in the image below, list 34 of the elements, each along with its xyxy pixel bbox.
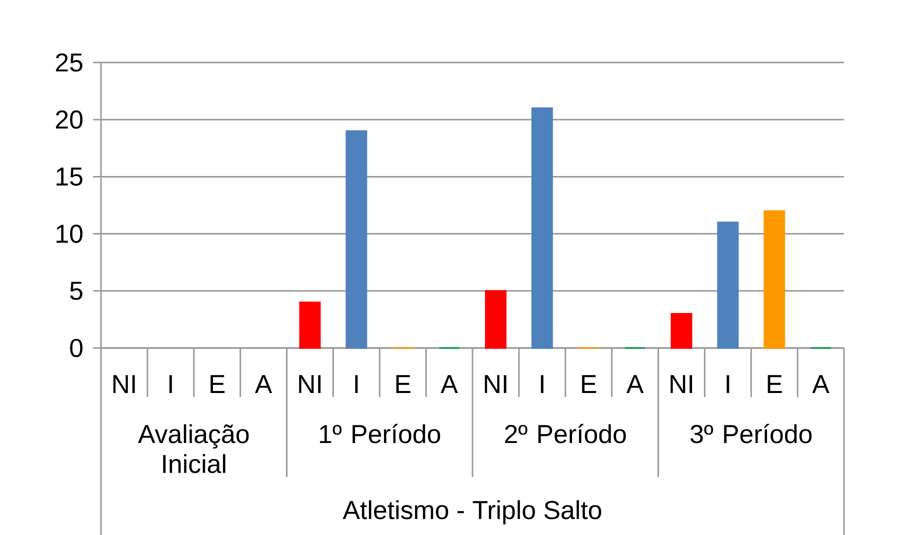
text: 2º Período [505, 424, 626, 444]
x-tick-label: E [582, 375, 596, 393]
y-tick-label: 10 [56, 224, 82, 243]
bar [484, 290, 506, 349]
y-tick-label: 15 [56, 168, 82, 186]
x-tick-label: I [355, 375, 358, 393]
x-axis-title: Atletismo - Triplo Salto [342, 500, 602, 524]
y-tick-label: 25 [56, 53, 82, 72]
text: 3º Período [690, 424, 812, 444]
bar [346, 130, 368, 349]
bar [299, 302, 321, 349]
x-tick-label: NI [670, 375, 692, 393]
text: Avaliação Inicial [138, 424, 249, 474]
x-tick-label: E [768, 375, 782, 393]
x-tick-label: E [396, 375, 410, 393]
x-tick-label: I [726, 375, 730, 393]
x-tick-label: A [440, 375, 458, 393]
x-tick-label: E [210, 375, 225, 393]
y-tick-label: 20 [56, 110, 82, 129]
x-tick-label: I [169, 375, 172, 393]
bar [717, 222, 739, 349]
x-tick-label: A [626, 375, 644, 393]
bar [670, 312, 692, 349]
x-tick-label: I [540, 375, 544, 393]
bar [531, 107, 553, 349]
x-tick-label: NI [113, 375, 135, 393]
text: 1º Período [320, 424, 440, 444]
bar [764, 210, 786, 349]
x-tick-label: A [254, 375, 272, 393]
y-tick-label: 0 [70, 338, 82, 358]
x-tick-label: A [812, 375, 830, 393]
x-tick-label: NI [484, 375, 506, 393]
x-tick-label: NI [299, 375, 321, 393]
y-tick-label: 5 [70, 282, 82, 300]
